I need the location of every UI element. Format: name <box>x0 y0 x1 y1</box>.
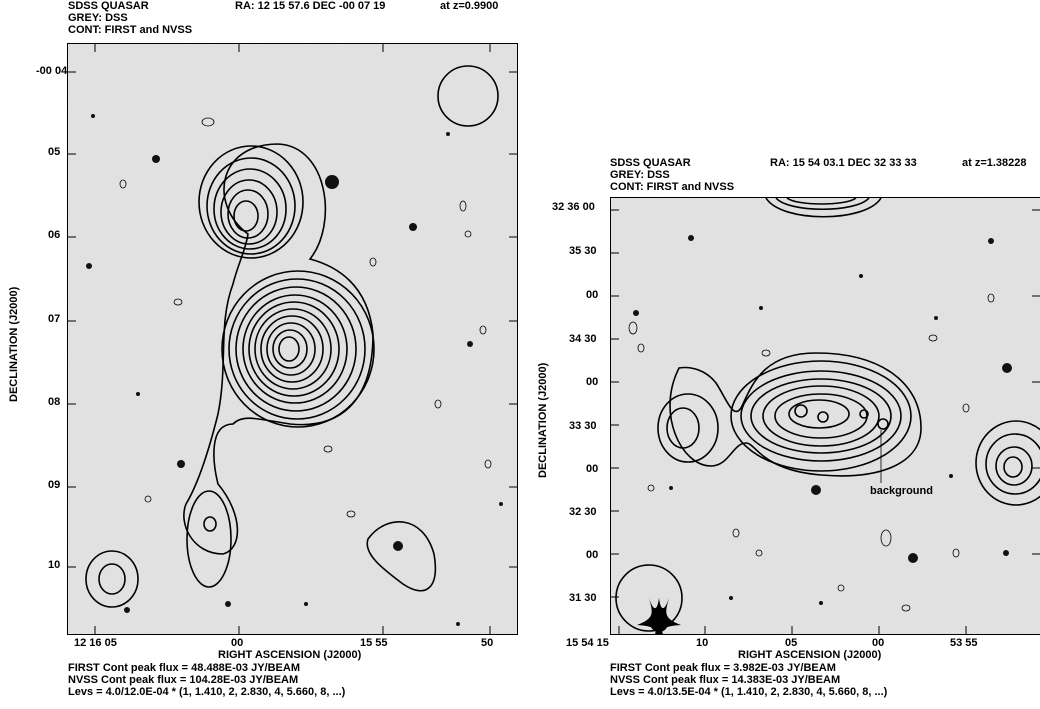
right-y-tick-label: 00 <box>586 376 599 388</box>
right-header-ra: RA: 15 54 03.1 DEC 32 33 33 <box>770 157 917 169</box>
left-y-tick-label: 10 <box>48 559 61 571</box>
right-image-frame <box>610 197 1040 635</box>
right-y-tick-label: 32 36 00 <box>552 201 595 213</box>
left-radio-map <box>68 44 517 634</box>
left-contours <box>85 65 499 608</box>
right-footer-levels: Levs = 4.0/13.5E-04 * (1, 1.410, 2, 2.83… <box>610 686 888 698</box>
right-header-line-1: SDSS QUASAR <box>610 157 691 169</box>
left-y-tick-label: -00 04 <box>36 65 68 77</box>
right-x-tick-label: 10 <box>696 637 709 649</box>
left-header-line-3: CONT: FIRST and NVSS <box>68 24 193 36</box>
left-footer: FIRST Cont peak flux = 48.488E-03 JY/BEA… <box>68 662 345 698</box>
right-y-tick-label: 00 <box>586 549 599 561</box>
right-footer-first-flux: FIRST Cont peak flux = 3.982E-03 JY/BEAM <box>610 662 836 674</box>
left-header-line-2: GREY: DSS <box>68 12 128 24</box>
left-y-tick-label: 07 <box>48 313 61 325</box>
right-y-tick-label: 31 30 <box>569 592 597 604</box>
right-header-line-2: GREY: DSS <box>610 169 670 181</box>
left-image-frame <box>67 43 518 635</box>
left-x-tick-label: 15 55 <box>360 637 388 649</box>
right-stars <box>633 235 1012 605</box>
right-x-tick-label: 00 <box>872 637 885 649</box>
right-y-tick-label: 33 30 <box>569 420 597 432</box>
right-y-tick-label: 32 30 <box>569 506 597 518</box>
left-y-tick-label: 06 <box>48 229 61 241</box>
right-tick-marks <box>611 209 1040 634</box>
right-x-tick-label: 15 54 15 <box>566 637 609 649</box>
left-footer-first-flux: FIRST Cont peak flux = 48.488E-03 JY/BEA… <box>68 662 300 674</box>
left-x-axis-label: RIGHT ASCENSION (J2000) <box>218 649 362 661</box>
right-header-block: SDSS QUASAR GREY: DSS CONT: FIRST and NV… <box>610 157 734 193</box>
right-x-axis-label: RIGHT ASCENSION (J2000) <box>738 649 882 661</box>
right-noise-contours <box>628 293 995 612</box>
left-footer-levels: Levs = 4.0/12.0E-04 * (1, 1.410, 2, 2.83… <box>68 686 346 698</box>
left-tick-marks <box>68 44 517 634</box>
left-x-tick-label: 50 <box>481 637 494 649</box>
left-header-block: SDSS QUASAR GREY: DSS CONT: FIRST and NV… <box>68 0 192 36</box>
left-noise-contours <box>119 117 492 518</box>
left-header-z: at z=0.9900 <box>440 0 499 12</box>
left-header-ra: RA: 12 15 57.6 DEC -00 07 19 <box>235 0 386 12</box>
left-y-axis-label: DECLINATION (J2000) <box>8 286 20 402</box>
right-footer: FIRST Cont peak flux = 3.982E-03 JY/BEAM… <box>610 662 887 698</box>
right-annotation-label: background <box>870 485 933 497</box>
right-footer-nvss-flux: NVSS Cont peak flux = 14.383E-03 JY/BEAM <box>610 674 841 686</box>
right-header-line-3: CONT: FIRST and NVSS <box>610 181 735 193</box>
right-y-tick-label: 34 30 <box>569 333 597 345</box>
left-x-tick-label: 00 <box>231 637 244 649</box>
left-header-line-1: SDSS QUASAR <box>68 0 149 12</box>
right-y-tick-label: 00 <box>586 289 599 301</box>
right-contours <box>615 198 1040 632</box>
right-header-z: at z=1.38228 <box>962 157 1027 169</box>
right-y-tick-label: 00 <box>586 463 599 475</box>
left-y-tick-label: 09 <box>48 479 61 491</box>
right-y-tick-label: 35 30 <box>569 245 597 257</box>
right-x-tick-label: 53 55 <box>950 637 978 649</box>
right-x-tick-label: 05 <box>785 637 798 649</box>
left-y-tick-label: 08 <box>48 396 61 408</box>
left-x-tick-label: 12 16 05 <box>74 637 117 649</box>
left-footer-nvss-flux: NVSS Cont peak flux = 104.28E-03 JY/BEAM <box>68 674 299 686</box>
right-radio-map <box>611 198 1040 634</box>
right-y-axis-label: DECLINATION (J2000) <box>537 362 549 478</box>
left-y-tick-label: 05 <box>48 146 61 158</box>
left-stars <box>86 114 503 626</box>
